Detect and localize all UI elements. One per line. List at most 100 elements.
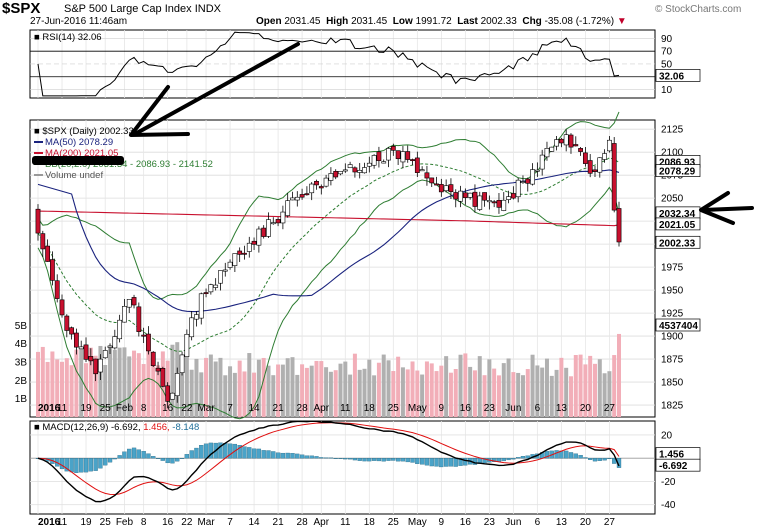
macd-legend-signal: 1.456,: [143, 422, 172, 433]
volume-bar: [463, 353, 468, 417]
macd-histogram-bar: [520, 456, 526, 459]
last-label: Last: [457, 16, 478, 27]
candle-body: [160, 368, 166, 387]
volume-bar: [40, 346, 45, 417]
candle-body: [198, 293, 204, 319]
volume-bar: [381, 354, 386, 417]
volume-tick-label: 3B: [15, 358, 28, 369]
macd-histogram-bar: [347, 458, 353, 460]
date-tick-label: 16: [460, 517, 472, 528]
volume-bar: [151, 353, 156, 417]
date-tick-label: 25: [388, 403, 400, 414]
candle-body: [189, 317, 195, 338]
candle-body: [458, 190, 463, 202]
macd-histogram-bar: [410, 458, 415, 463]
macd-value-tag: -6.692: [659, 461, 688, 472]
candle-body: [242, 252, 247, 255]
last-value: 2002.33: [480, 16, 517, 27]
candle-body: [582, 152, 588, 164]
macd-histogram-bar: [247, 447, 252, 459]
candle-body: [328, 173, 334, 181]
rsi-value-tag-box: [655, 69, 701, 82]
macd-histogram-bar: [376, 458, 382, 462]
macd-histogram-bar: [319, 457, 324, 459]
date-tick-label: May: [408, 517, 427, 528]
macd-histogram-bar: [338, 458, 343, 459]
candle-body: [314, 180, 319, 186]
volume-bar: [477, 356, 482, 417]
bb-mid-tag: 2086.93: [659, 157, 696, 168]
bollinger-upper: [37, 111, 620, 300]
chg-label: Chg: [522, 16, 542, 27]
macd-histogram-bar: [415, 458, 420, 464]
volume-bar: [98, 345, 103, 417]
down-arrow-icon: ▼: [616, 16, 627, 27]
candle-body: [342, 169, 348, 172]
candle-body: [424, 172, 430, 179]
macd-histogram-bar: [511, 458, 516, 460]
candle-body: [261, 227, 267, 237]
volume-bar: [468, 366, 473, 417]
volume-bar: [549, 375, 554, 417]
macd-histogram-bar: [343, 458, 348, 460]
macd-histogram-bar: [592, 458, 598, 462]
macd-histogram-bar: [141, 451, 146, 459]
candle-body: [510, 193, 516, 199]
date-tick-label: 9: [439, 517, 445, 528]
price-tick-label: 1925: [661, 309, 684, 320]
date-tick-label: 18: [364, 403, 376, 414]
volume-bar: [199, 372, 204, 417]
price-legend: ■ $SPX (Daily) 2002.33: [34, 126, 134, 137]
candle-body: [304, 193, 310, 196]
volume-bar: [156, 365, 161, 417]
macd-histogram-bar: [424, 458, 430, 466]
date-tick-label: 11: [340, 517, 351, 528]
volume-bar: [472, 370, 477, 417]
volume-bar: [247, 353, 252, 417]
volume-bar: [266, 365, 271, 417]
volume-bar: [578, 354, 583, 417]
macd-histogram-bar: [597, 458, 602, 461]
date-tick-label: 16: [460, 403, 472, 414]
volume-bar: [367, 359, 372, 417]
candle-body: [170, 392, 175, 400]
chart-symbol: $SPX: [2, 0, 41, 17]
candle-body: [573, 144, 579, 147]
annotation-arrows: [129, 42, 754, 225]
candle-body: [520, 181, 526, 184]
candle-body: [126, 299, 132, 308]
volume-bar: [612, 355, 617, 417]
macd-histogram-bar: [386, 458, 391, 461]
candle-body: [270, 222, 276, 225]
volume-bar: [261, 357, 266, 417]
macd-histogram-bar: [194, 447, 199, 459]
candle-body: [179, 354, 185, 374]
macd-histogram-bar: [453, 458, 458, 467]
ma200-legend: MA(200) 2021.05: [45, 148, 118, 159]
macd-histogram-bar: [218, 442, 223, 459]
rsi-value-tag: 32.06: [659, 71, 684, 82]
volume-bar: [372, 375, 377, 417]
volume-legend: Volume undef: [45, 170, 103, 181]
bb-legend: BB(20,2.0) 2031.34 - 2086.93 - 2141.52: [45, 159, 213, 170]
volume-bar: [453, 368, 458, 417]
candle-body: [155, 367, 161, 372]
candle-body: [333, 171, 339, 178]
candle-body: [496, 199, 502, 208]
candle-body: [251, 240, 257, 245]
candle-body: [486, 200, 492, 203]
volume-bar: [141, 364, 146, 417]
volume-bar: [309, 365, 314, 417]
macd-histogram-bar: [64, 458, 69, 472]
candle-body: [525, 178, 531, 184]
candle-body: [146, 333, 151, 352]
candle-body: [443, 185, 449, 192]
macd-legend-hist: -8.148: [172, 422, 199, 433]
date-tick-label: 20: [580, 403, 592, 414]
volume-tag-box: [655, 318, 701, 332]
candle-body: [453, 192, 459, 200]
macd-histogram-bar: [74, 458, 79, 473]
volume-bar: [376, 362, 381, 417]
candle-body: [275, 219, 281, 224]
volume-bar: [112, 349, 117, 417]
